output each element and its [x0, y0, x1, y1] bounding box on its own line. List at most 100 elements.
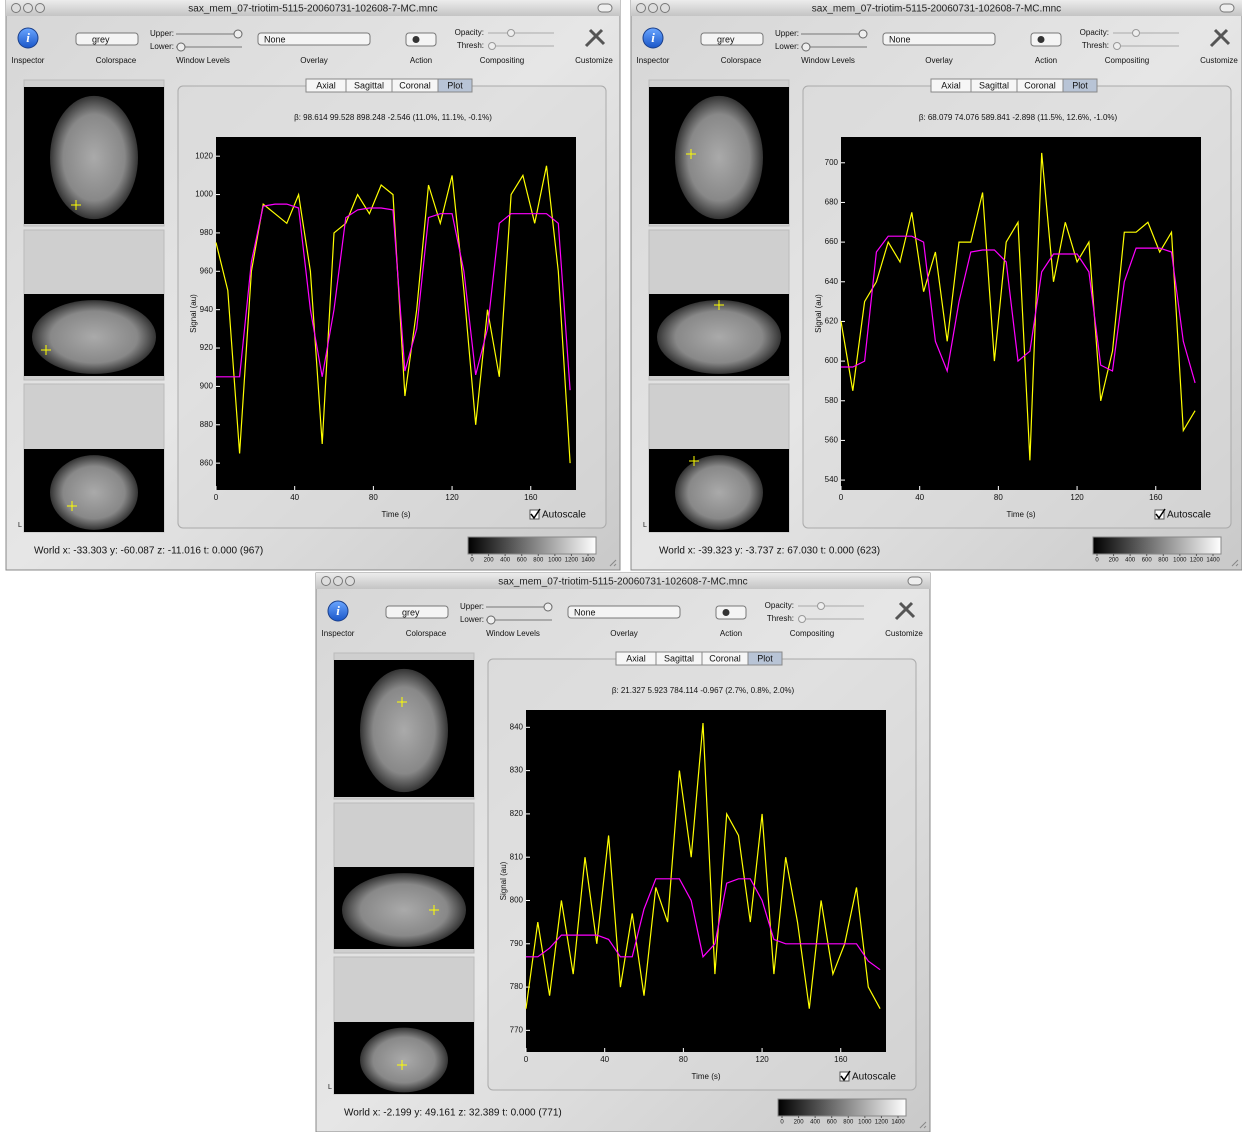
window-button[interactable] — [345, 576, 355, 586]
x-tick-label: 80 — [369, 493, 378, 502]
autoscale-checkbox[interactable] — [839, 1071, 850, 1082]
toolbar-toggle[interactable] — [907, 576, 923, 586]
upper-knob[interactable] — [233, 29, 243, 39]
window-button[interactable] — [333, 576, 343, 586]
autoscale-checkbox[interactable] — [1154, 509, 1165, 520]
colorspace-popup[interactable] — [385, 605, 449, 619]
inspector-icon[interactable] — [17, 27, 39, 49]
overlay-popup[interactable] — [882, 32, 996, 46]
opacity-knob[interactable] — [817, 602, 825, 610]
y-tick-label: 980 — [200, 228, 214, 237]
opacity-knob[interactable] — [1132, 29, 1140, 37]
x-tick-label: 40 — [600, 1055, 609, 1064]
crosshair — [397, 697, 407, 707]
view-tab[interactable] — [747, 651, 783, 666]
toolbar-label: Overlay — [300, 56, 328, 65]
inspector-i: i — [26, 30, 30, 45]
x-axis-label: Time (s) — [691, 1072, 720, 1081]
view-tab-label: Coronal — [709, 653, 741, 663]
upper-knob[interactable] — [858, 29, 868, 39]
overlay-popup[interactable] — [257, 32, 371, 46]
resize-grip[interactable] — [609, 559, 617, 567]
window: sax_mem_07-triotim-5115-20060731-102608-… — [315, 572, 931, 1132]
view-tab-label: Axial — [941, 80, 961, 90]
customize-icon[interactable] — [894, 601, 916, 621]
opacity-label: Opacity: — [765, 601, 794, 610]
x-tick-label: 160 — [524, 493, 538, 502]
y-axis-label: Signal (au) — [189, 294, 198, 333]
window-button[interactable] — [35, 3, 45, 13]
signal-line — [525, 722, 881, 1009]
plot-area — [841, 137, 1201, 490]
x-tick-label: 40 — [290, 493, 299, 502]
action-button[interactable] — [715, 605, 747, 620]
view-tab-label: Plot — [1072, 80, 1088, 90]
window-button[interactable] — [660, 3, 670, 13]
resize-grip[interactable] — [1231, 559, 1239, 567]
crosshair — [429, 905, 439, 915]
y-tick-label: 660 — [825, 237, 839, 246]
window-button[interactable] — [23, 3, 33, 13]
view-tab[interactable] — [437, 78, 473, 93]
title-bar — [631, 0, 1242, 16]
view-tab[interactable] — [1062, 78, 1098, 93]
x-tick-label: 0 — [524, 1055, 529, 1064]
toolbar-toggle[interactable] — [597, 3, 613, 13]
toolbar-label: Window Levels — [486, 629, 540, 638]
orientation-label: L — [18, 522, 22, 529]
checkmark — [840, 1070, 851, 1082]
y-axis-label: Signal (au) — [814, 294, 823, 333]
window-button[interactable] — [636, 3, 646, 13]
upper-knob[interactable] — [543, 602, 553, 612]
thresh-knob[interactable] — [798, 615, 806, 623]
customize-icon[interactable] — [1209, 28, 1231, 48]
y-tick-label: 960 — [200, 266, 214, 275]
crosshair — [686, 149, 696, 159]
inspector-icon[interactable] — [642, 27, 664, 49]
resize-grip[interactable] — [919, 1121, 927, 1129]
opacity-knob[interactable] — [507, 29, 515, 37]
toolbar-label: Customize — [885, 629, 923, 638]
action-button[interactable] — [405, 32, 437, 47]
lower-knob[interactable] — [801, 42, 811, 52]
colorbar-tick-label: 1200 — [565, 558, 579, 564]
window-button[interactable] — [11, 3, 21, 13]
overlay-popup[interactable] — [567, 605, 681, 619]
view-tab-label: Plot — [447, 80, 463, 90]
action-gear — [1037, 36, 1045, 43]
x-tick-label: 0 — [839, 493, 844, 502]
lower-knob[interactable] — [486, 615, 496, 625]
colorbar-tick-label: 1200 — [1190, 558, 1204, 564]
y-tick-label: 830 — [510, 766, 524, 775]
colorbar-tick-label: 1400 — [581, 558, 595, 564]
colorspace-popup[interactable] — [75, 32, 139, 46]
title-bar — [6, 0, 620, 16]
colorspace-popup[interactable] — [700, 32, 764, 46]
toolbar-label: Action — [1035, 56, 1057, 65]
thresh-knob[interactable] — [1113, 42, 1121, 50]
thresh-knob[interactable] — [488, 42, 496, 50]
autoscale-checkbox[interactable] — [529, 509, 540, 520]
x-tick-label: 40 — [915, 493, 924, 502]
toolbar-toggle[interactable] — [1219, 3, 1235, 13]
signal-line — [216, 203, 571, 391]
y-tick-label: 560 — [825, 436, 839, 445]
colorbar-tick-label: 200 — [794, 1120, 805, 1126]
window-button[interactable] — [648, 3, 658, 13]
colorbar-tick-label: 800 — [533, 558, 544, 564]
crosshair — [397, 1060, 407, 1070]
window-button[interactable] — [321, 576, 331, 586]
colorspace-value: grey — [92, 34, 110, 44]
y-tick-label: 790 — [510, 939, 524, 948]
action-button[interactable] — [1030, 32, 1062, 47]
customize-icon[interactable] — [584, 28, 606, 48]
crosshair — [71, 200, 81, 210]
inspector-icon[interactable] — [327, 600, 349, 622]
colorbar-tick-label: 400 — [810, 1120, 821, 1126]
action-gear — [722, 609, 730, 616]
y-tick-label: 820 — [510, 809, 524, 818]
lower-knob[interactable] — [176, 42, 186, 52]
y-tick-label: 620 — [825, 317, 839, 326]
overlay-value: None — [889, 34, 911, 44]
